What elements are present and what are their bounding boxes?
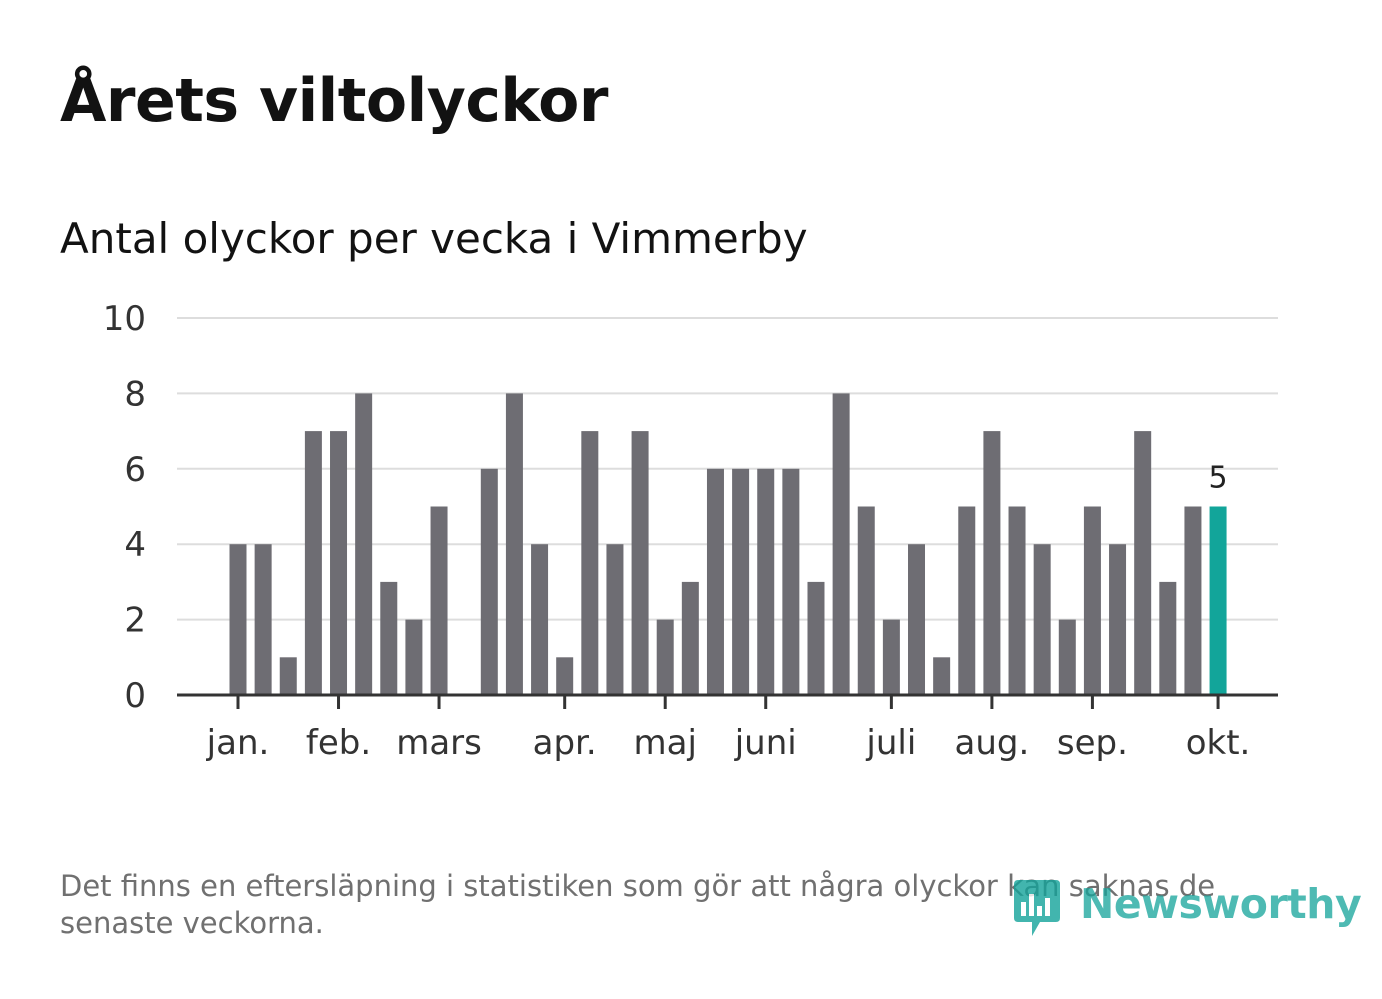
x-tick-label: okt. bbox=[1186, 723, 1251, 763]
bar bbox=[706, 468, 724, 695]
x-tick-label: juli bbox=[865, 723, 916, 763]
bar bbox=[757, 468, 775, 695]
bar bbox=[606, 544, 624, 695]
x-tick-label: apr. bbox=[533, 723, 597, 763]
y-tick-label: 0 bbox=[124, 676, 146, 716]
y-tick-label: 10 bbox=[103, 299, 146, 339]
bar bbox=[1008, 506, 1026, 695]
bar bbox=[1058, 619, 1076, 695]
bar bbox=[882, 619, 900, 695]
x-tick-label: aug. bbox=[955, 723, 1030, 763]
bar-chart: 0 2 4 6 8 10 jan. feb. mars apr. maj juni juli aug. se… bbox=[103, 299, 1278, 763]
x-tick-label: jan. bbox=[206, 723, 270, 763]
bar bbox=[958, 506, 976, 695]
bar bbox=[254, 544, 272, 695]
bar bbox=[556, 657, 574, 695]
bar bbox=[807, 581, 825, 695]
bar bbox=[656, 619, 674, 695]
bar bbox=[531, 544, 549, 695]
bar bbox=[832, 393, 850, 695]
bar bbox=[933, 657, 951, 695]
bar bbox=[1083, 506, 1101, 695]
bar bbox=[279, 657, 297, 695]
bar bbox=[405, 619, 423, 695]
newsworthy-logo-icon bbox=[1014, 880, 1060, 936]
bar bbox=[681, 581, 699, 695]
axes bbox=[177, 693, 1278, 709]
bars bbox=[229, 393, 1227, 695]
chart-subtitle: Antal olyckor per vecka i Vimmerby bbox=[60, 214, 808, 263]
bar bbox=[983, 431, 1001, 695]
bar-value-label: 5 bbox=[1209, 461, 1228, 496]
x-tick-label: mars bbox=[396, 723, 482, 763]
bar bbox=[304, 431, 322, 695]
bar bbox=[631, 431, 649, 695]
bar bbox=[857, 506, 875, 695]
x-tick-label: juni bbox=[734, 723, 797, 763]
y-tick-label: 4 bbox=[124, 525, 146, 565]
bar bbox=[1033, 544, 1051, 695]
bar bbox=[1109, 544, 1127, 695]
bar bbox=[782, 468, 800, 695]
bar bbox=[505, 393, 523, 695]
bar bbox=[1134, 431, 1152, 695]
y-tick-label: 2 bbox=[124, 601, 146, 641]
bar bbox=[330, 431, 348, 695]
bar bbox=[732, 468, 750, 695]
bar bbox=[1184, 506, 1202, 695]
x-tick-label: feb. bbox=[306, 723, 371, 763]
labels: 0 2 4 6 8 10 jan. feb. mars apr. maj juni juli aug. se… bbox=[103, 299, 1251, 763]
bar bbox=[480, 468, 498, 695]
bar bbox=[581, 431, 599, 695]
bar bbox=[908, 544, 926, 695]
x-tick-label: maj bbox=[634, 723, 697, 763]
bar bbox=[430, 506, 448, 695]
bar-highlight bbox=[1209, 506, 1227, 695]
bar bbox=[355, 393, 373, 695]
bar bbox=[1159, 581, 1177, 695]
newsworthy-logo-text: Newsworthy bbox=[1080, 880, 1362, 928]
bar bbox=[229, 544, 247, 695]
y-tick-label: 8 bbox=[124, 374, 146, 414]
bar bbox=[380, 581, 398, 695]
x-tick-label: sep. bbox=[1057, 723, 1128, 763]
chart-title: Årets viltolyckor bbox=[60, 66, 609, 136]
y-tick-label: 6 bbox=[124, 450, 146, 490]
newsworthy-logo: Newsworthy bbox=[1010, 878, 1362, 942]
